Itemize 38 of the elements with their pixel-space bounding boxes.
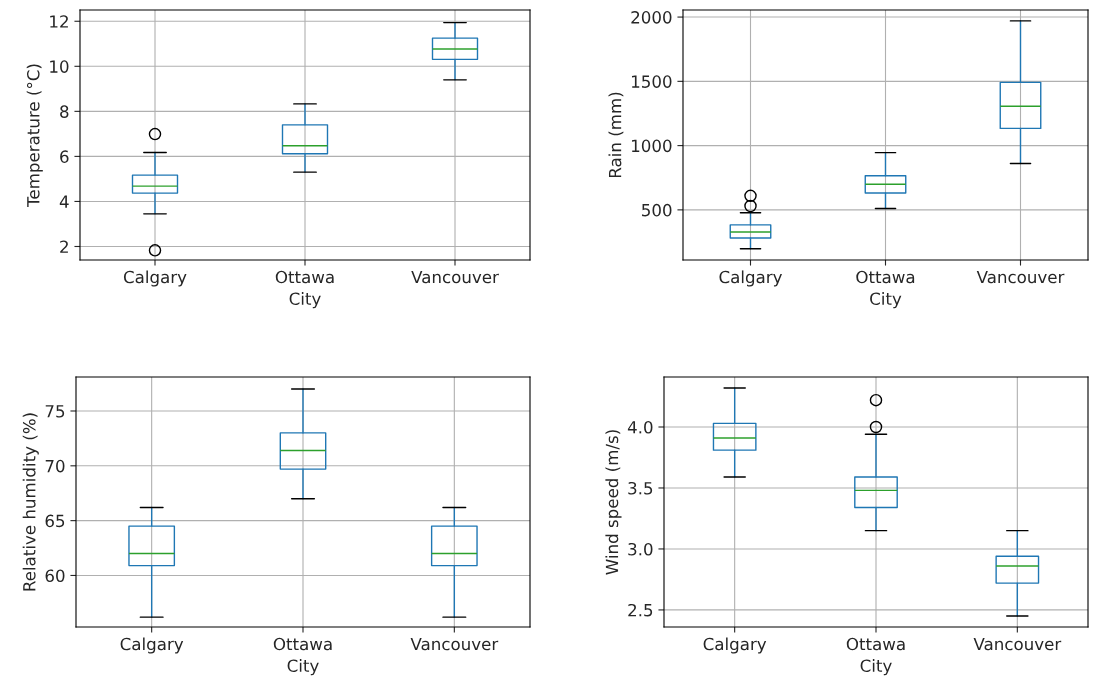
x-tick-label: Calgary: [123, 270, 187, 287]
y-axis-title: Rain (mm): [608, 92, 624, 178]
y-tick-label: 8: [60, 105, 69, 118]
x-tick-label: Ottawa: [273, 637, 332, 651]
y-tick-label: 2: [60, 240, 68, 253]
y-tick-label: 60: [45, 569, 65, 583]
y-tick-label: 12: [50, 15, 68, 28]
x-tick-label: Ottawa: [846, 637, 905, 651]
y-tick-label: 4: [59, 195, 69, 208]
x-tick-label: Vancouver: [973, 637, 1062, 651]
x-axis-title: City: [860, 659, 892, 676]
x-tick-label: Vancouver: [411, 270, 499, 284]
y-tick-label: 3.5: [628, 481, 653, 495]
y-axis-title: Temperature (°C): [26, 64, 43, 207]
y-tick-label: 70: [45, 459, 65, 473]
x-tick-label: Calgary: [703, 637, 767, 654]
y-tick-label: 500: [642, 203, 672, 217]
y-tick-label: 10: [50, 60, 69, 73]
y-tick-label: 1500: [632, 75, 672, 88]
x-axis-title: City: [287, 659, 319, 676]
y-tick-label: 65: [45, 514, 65, 528]
x-tick-label: Ottawa: [275, 270, 334, 284]
y-tick-label: 3.0: [628, 542, 653, 556]
x-axis-title: City: [289, 292, 321, 309]
x-tick-label: Ottawa: [856, 270, 915, 284]
x-tick-label: Vancouver: [410, 637, 499, 651]
x-axis-title: City: [870, 292, 902, 309]
y-tick-label: 2.5: [628, 603, 653, 617]
x-tick-label: Calgary: [719, 270, 782, 287]
y-axis-title: Wind speed (m/s): [605, 430, 622, 575]
y-axis-title: Relative humidity (%): [22, 413, 39, 591]
x-tick-label: Vancouver: [976, 270, 1065, 284]
y-tick-label: 6: [60, 150, 69, 163]
y-tick-label: 4.0: [627, 420, 653, 434]
y-tick-label: 75: [45, 405, 65, 418]
y-tick-label: 1000: [632, 139, 672, 153]
x-tick-label: Calgary: [120, 637, 184, 654]
y-tick-label: 2000: [631, 11, 672, 24]
